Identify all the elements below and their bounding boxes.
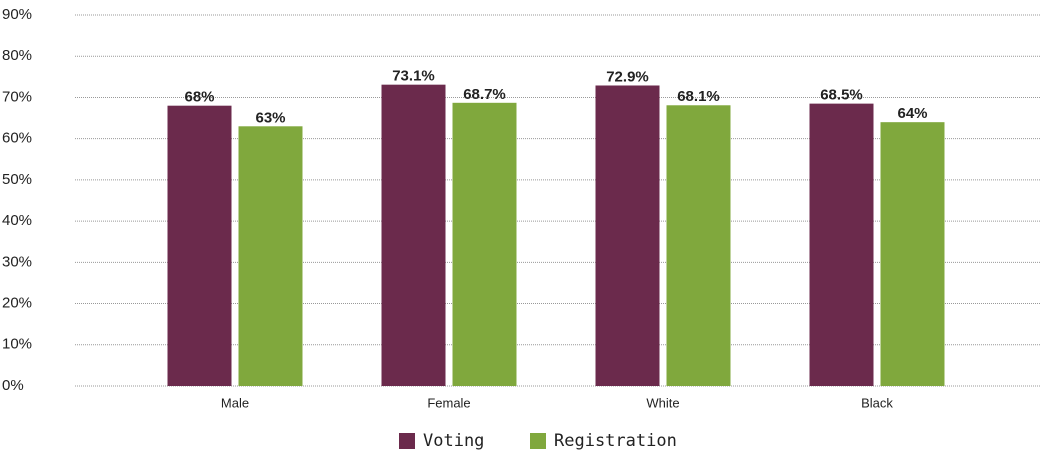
data-label: 68.1% — [677, 88, 720, 105]
x-tick-label: Male — [221, 395, 249, 410]
y-tick-label: 70% — [2, 88, 32, 105]
y-tick-label: 80% — [2, 47, 32, 64]
bar — [880, 122, 945, 386]
bar — [167, 105, 232, 386]
bar — [238, 126, 303, 387]
legend-swatch — [530, 433, 546, 449]
legend-label: Registration — [554, 431, 677, 451]
data-label: 68.5% — [820, 87, 863, 104]
legend-label: Voting — [423, 431, 484, 451]
bar — [666, 105, 731, 386]
y-tick-label: 40% — [2, 212, 32, 229]
x-tick-label: Female — [427, 395, 470, 410]
y-tick-label: 30% — [2, 253, 32, 270]
data-label: 63% — [255, 109, 285, 126]
bar — [809, 103, 874, 386]
y-tick-label: 90% — [2, 6, 32, 23]
y-tick-label: 50% — [2, 171, 32, 188]
data-label: 73.1% — [392, 68, 435, 85]
y-tick-label: 60% — [2, 130, 32, 147]
data-label: 64% — [897, 105, 927, 122]
y-tick-label: 20% — [2, 295, 32, 312]
y-tick-label: 10% — [2, 336, 32, 353]
bar — [595, 85, 660, 387]
legend-swatch — [399, 433, 415, 449]
x-tick-label: White — [646, 395, 679, 410]
x-tick-label: Black — [861, 395, 893, 410]
data-label: 68.7% — [463, 86, 506, 103]
bar — [381, 84, 446, 386]
data-label: 68% — [184, 89, 214, 106]
bar — [452, 102, 517, 386]
data-label: 72.9% — [606, 68, 649, 85]
y-tick-label: 0% — [2, 377, 24, 394]
